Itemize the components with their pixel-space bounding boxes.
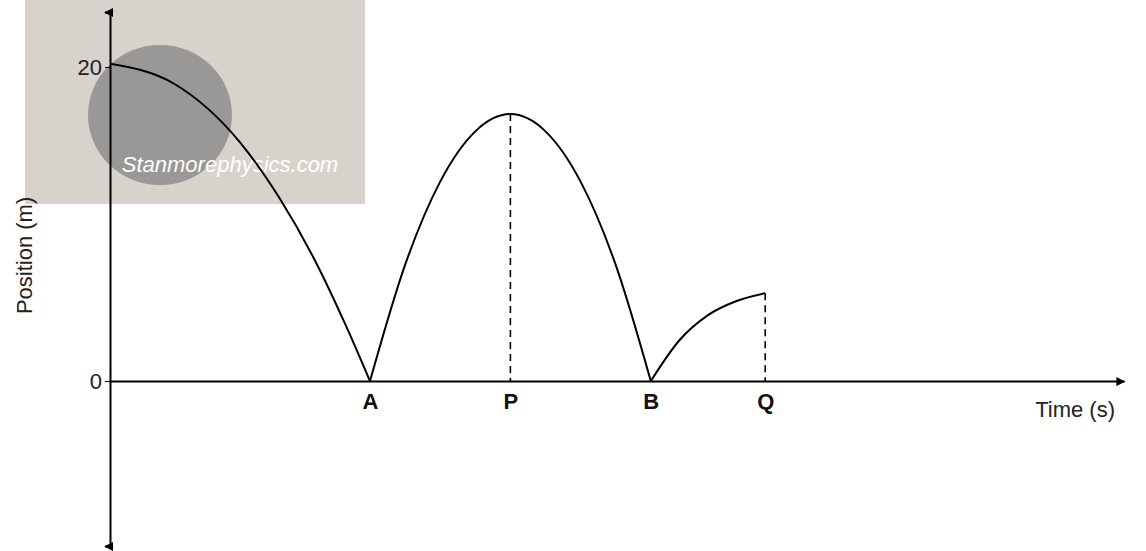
y-tick: 20 xyxy=(78,55,110,80)
x-axis: APBQ xyxy=(111,381,1125,414)
watermark-panel xyxy=(25,0,365,204)
x-tick: P xyxy=(504,381,519,414)
y-tick-mark xyxy=(105,67,110,68)
y-tick-mark xyxy=(105,381,110,382)
watermark: Stanmorephysics.com xyxy=(25,0,365,204)
y-axis: 0 20 xyxy=(78,13,111,547)
y-tick: 0 xyxy=(90,369,110,394)
position-curve xyxy=(370,114,651,381)
x-axis-title: Time (s) xyxy=(1035,397,1115,422)
x-tick-label: A xyxy=(363,389,379,414)
y-axis-title: Position (m) xyxy=(12,197,37,314)
x-tick-label: P xyxy=(504,389,519,414)
plot-area xyxy=(110,64,765,381)
x-tick: Q xyxy=(757,381,774,414)
x-axis-line xyxy=(111,381,1125,383)
position-curve xyxy=(651,293,765,381)
drop-line xyxy=(510,114,512,381)
watermark-text: Stanmorephysics.com xyxy=(122,152,338,177)
drop-line xyxy=(764,293,766,381)
position-curve xyxy=(110,64,370,381)
x-tick-label: B xyxy=(643,389,659,414)
chart: Stanmorephysics.com 0 20 A P B Q Position (m) Ti… xyxy=(0,0,1146,551)
x-tick-label: Q xyxy=(757,389,774,414)
x-tick: A xyxy=(363,381,379,414)
y-tick-label: 20 xyxy=(78,55,102,80)
y-tick-label: 0 xyxy=(90,369,102,394)
y-axis-line xyxy=(105,13,111,547)
x-tick: B xyxy=(643,381,659,414)
